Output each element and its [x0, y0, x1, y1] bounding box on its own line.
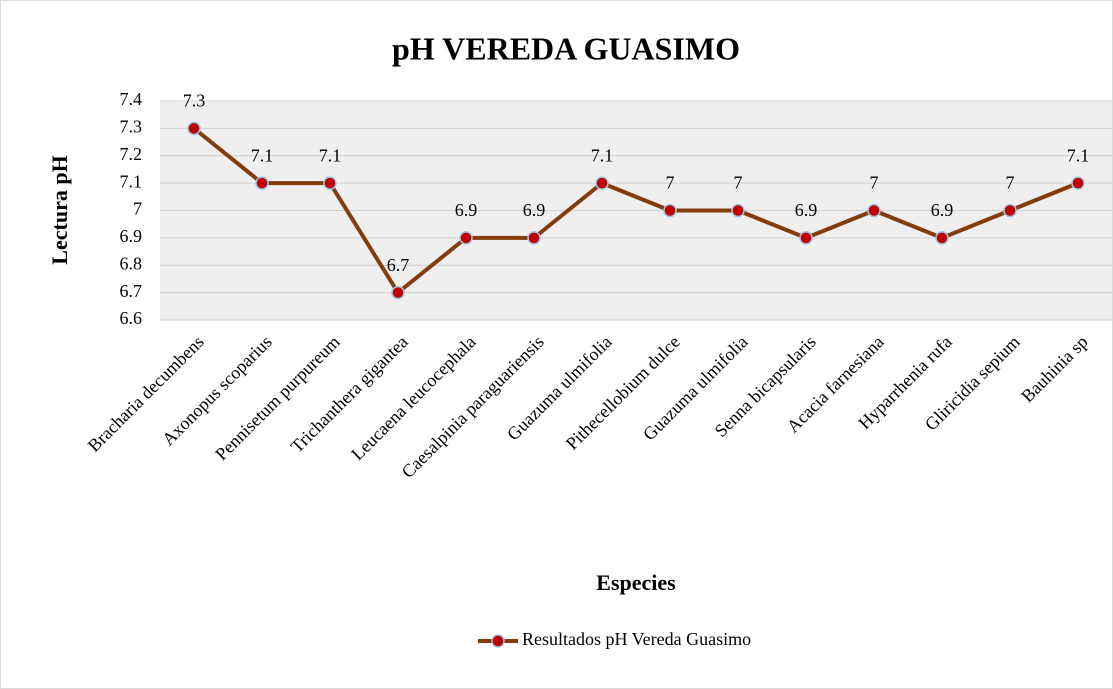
data-label: 7.1: [251, 145, 274, 165]
data-label: 6.7: [387, 255, 410, 275]
data-point: [391, 285, 405, 300]
data-point: [1003, 203, 1017, 218]
data-point: [323, 176, 337, 190]
data-label: 7: [734, 173, 743, 193]
y-tick-label: 7.2: [120, 144, 143, 164]
y-tick-label: 7.3: [120, 117, 143, 137]
data-point: [867, 203, 881, 218]
legend-marker: [491, 634, 505, 648]
y-tick-label: 6.6: [120, 308, 143, 328]
data-label: 6.9: [523, 200, 546, 220]
x-axis-title: Especies: [596, 570, 676, 595]
data-label: 7: [1006, 173, 1015, 193]
data-point: [731, 203, 745, 218]
y-tick-label: 7.1: [120, 171, 143, 191]
y-tick-label: 6.9: [120, 226, 143, 246]
series-line: [192, 126, 1079, 295]
legend-label: Resultados pH Vereda Guasimo: [522, 629, 751, 649]
data-label: 7.3: [183, 91, 206, 111]
y-tick-label: 6.8: [120, 253, 143, 273]
data-point: [935, 231, 949, 245]
data-label: 7: [870, 173, 879, 193]
data-label: 7.1: [591, 145, 614, 165]
data-label: 6.9: [795, 200, 818, 220]
data-label: 7.1: [1067, 145, 1090, 165]
data-point: [663, 203, 677, 218]
data-point: [255, 176, 269, 190]
y-axis-title: Lectura pH: [47, 155, 72, 264]
chart-title: pH VEREDA GUASIMO: [392, 30, 740, 66]
data-point: [799, 231, 813, 245]
data-point: [1071, 176, 1085, 190]
data-label: 7: [666, 173, 675, 193]
data-label: 6.9: [455, 200, 478, 220]
data-label: 7.1: [319, 145, 342, 165]
data-point: [595, 176, 609, 190]
data-point: [527, 231, 541, 245]
data-label: 6.9: [931, 200, 954, 220]
data-point: [459, 231, 473, 245]
y-tick-label: 7.4: [120, 89, 143, 109]
y-tick-label: 7: [133, 199, 142, 219]
y-tick-label: 6.7: [120, 281, 143, 301]
data-point: [187, 121, 201, 136]
